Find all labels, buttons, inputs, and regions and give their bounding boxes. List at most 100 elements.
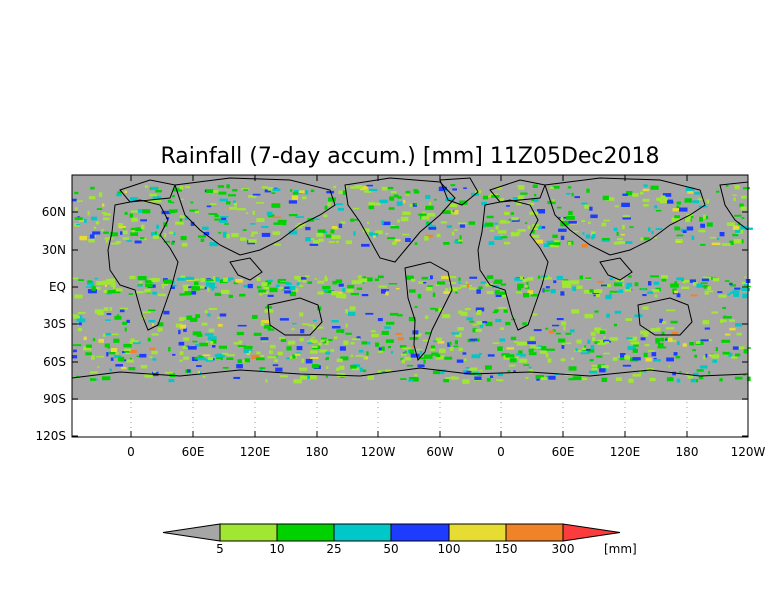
rain-cell	[350, 364, 357, 369]
rain-cell	[425, 332, 431, 335]
rain-cell	[172, 240, 175, 243]
rain-cell	[444, 288, 449, 293]
rain-cell	[248, 239, 257, 243]
rain-cell	[429, 201, 432, 206]
rain-cell	[413, 377, 419, 382]
rain-cell	[195, 314, 201, 318]
rain-cell	[140, 219, 147, 222]
rain-cell	[338, 283, 344, 287]
rain-cell	[187, 369, 191, 373]
coastline	[267, 297, 323, 336]
rain-cell	[220, 289, 230, 294]
rain-cell	[494, 290, 500, 295]
rain-cell	[409, 203, 415, 207]
rain-cell	[172, 284, 177, 287]
rain-cell	[532, 227, 539, 230]
rain-cell	[464, 370, 472, 375]
rain-cell	[312, 240, 320, 244]
rain-cell	[499, 338, 506, 342]
rain-cell	[535, 239, 543, 244]
rain-cell	[613, 241, 622, 245]
rain-cell	[397, 196, 402, 199]
rain-cell	[144, 288, 151, 293]
rain-cell	[439, 355, 445, 358]
rain-cell	[643, 184, 648, 188]
rain-cell	[110, 232, 118, 237]
rain-cell	[626, 282, 633, 287]
rain-cell	[617, 238, 623, 241]
rain-cell	[180, 324, 186, 329]
rain-cell	[362, 276, 366, 280]
rain-cell	[295, 225, 303, 229]
rain-cell	[286, 346, 292, 351]
rain-cell	[317, 280, 325, 284]
rain-cell	[585, 234, 591, 239]
rain-cell	[191, 291, 197, 295]
rain-cell	[606, 313, 610, 318]
rain-cell	[509, 358, 517, 363]
rain-cell	[279, 286, 284, 290]
rain-cell	[256, 286, 262, 289]
rain-cell	[505, 321, 511, 326]
rain-cell	[149, 347, 156, 351]
rain-cell	[694, 192, 701, 195]
rain-cell	[547, 358, 552, 363]
rain-cell	[87, 289, 97, 294]
rain-cell	[339, 346, 346, 351]
rain-cell	[537, 225, 542, 230]
rain-cell	[214, 218, 222, 221]
rain-cell	[189, 317, 198, 322]
rain-cell	[725, 184, 729, 187]
rain-cell	[663, 197, 668, 201]
rain-cell	[541, 275, 550, 280]
rain-cell	[454, 210, 459, 215]
rain-cell	[641, 370, 647, 373]
rain-cell	[629, 226, 634, 228]
rain-cell	[621, 282, 624, 287]
rain-cell	[594, 341, 600, 344]
rain-cell	[331, 320, 339, 323]
rain-cell	[224, 223, 229, 225]
rain-cell	[500, 283, 507, 286]
rain-cell	[568, 210, 573, 216]
rain-cell	[490, 229, 495, 232]
rain-cell	[533, 313, 537, 316]
rain-cell	[432, 292, 436, 297]
rain-cell	[545, 327, 549, 330]
rain-cell	[703, 355, 706, 360]
rain-cell	[370, 330, 376, 333]
rain-cell	[472, 328, 478, 333]
rain-cell	[218, 345, 227, 349]
rain-cell	[495, 225, 499, 230]
rain-cell	[472, 324, 477, 326]
rain-cell	[285, 282, 292, 286]
rain-cell	[272, 231, 281, 235]
rain-cell	[599, 368, 606, 373]
rain-cell	[654, 294, 658, 298]
rain-cell	[524, 284, 528, 288]
rain-cell	[672, 208, 679, 212]
rain-cell	[414, 373, 418, 377]
rain-cell	[517, 229, 526, 232]
rain-cell	[671, 217, 680, 222]
rain-cell	[323, 287, 329, 292]
rain-cell	[732, 233, 739, 237]
rain-cell	[647, 291, 653, 294]
rain-cell	[385, 369, 392, 372]
rain-cell	[390, 226, 400, 229]
rain-cell	[197, 371, 200, 375]
rain-cell	[493, 281, 502, 284]
rain-cell	[132, 341, 141, 345]
rain-cell	[252, 315, 258, 319]
rain-cell	[345, 309, 348, 314]
rain-cell	[653, 359, 661, 362]
rain-cell	[687, 375, 694, 379]
rain-cell	[263, 286, 269, 290]
rain-cell	[625, 241, 633, 244]
rain-cell	[88, 196, 96, 200]
rain-cell	[740, 239, 744, 244]
rain-cell	[441, 275, 450, 280]
rain-cell	[661, 278, 667, 282]
rain-cell	[527, 341, 536, 345]
rain-cell	[501, 353, 510, 357]
